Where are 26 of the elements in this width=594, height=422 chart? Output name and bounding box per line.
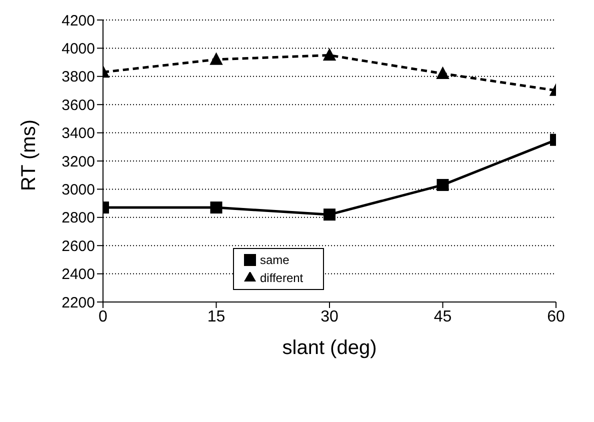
point: [322, 48, 336, 61]
point: [210, 202, 222, 214]
x-tick-label: 30: [320, 308, 338, 326]
y-tick-label: 3000: [62, 182, 95, 199]
x-axis-title: slant (deg): [282, 337, 377, 359]
x-tick-label: 15: [207, 308, 226, 326]
y-tick-label: 4200: [62, 12, 95, 30]
y-tick-label: 3400: [62, 125, 95, 142]
x-tick-label: 45: [434, 308, 452, 326]
y-tick-label: 2200: [62, 294, 95, 312]
y-tick-label: 2800: [62, 210, 95, 227]
point: [210, 52, 223, 65]
legend-label: same: [260, 253, 290, 267]
y-tick-label: 4000: [62, 40, 95, 58]
x-tick-label: 0: [98, 308, 108, 326]
point: [436, 178, 449, 191]
legend-label: different: [260, 271, 304, 285]
point: [324, 208, 336, 221]
y-tick-label: 3200: [62, 153, 95, 170]
y-tick-label: 2600: [62, 238, 95, 255]
y-axis-title: RT (ms): [18, 120, 40, 191]
y-tick-label: 2400: [62, 266, 95, 284]
y-tick-label: 3600: [62, 96, 95, 114]
y-tick-label: 3800: [62, 68, 95, 86]
x-tick-label: 60: [547, 308, 565, 326]
point: [436, 66, 450, 79]
